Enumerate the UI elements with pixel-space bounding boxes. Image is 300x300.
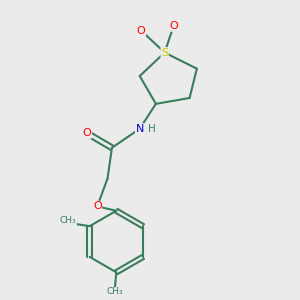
Text: CH₃: CH₃ [106,287,123,296]
Text: O: O [82,128,91,138]
Text: O: O [169,21,178,31]
Text: H: H [148,124,156,134]
Text: N: N [136,124,144,134]
Text: O: O [137,26,146,36]
Text: O: O [93,201,102,212]
Text: CH₃: CH₃ [60,216,76,225]
Text: S: S [161,48,168,58]
